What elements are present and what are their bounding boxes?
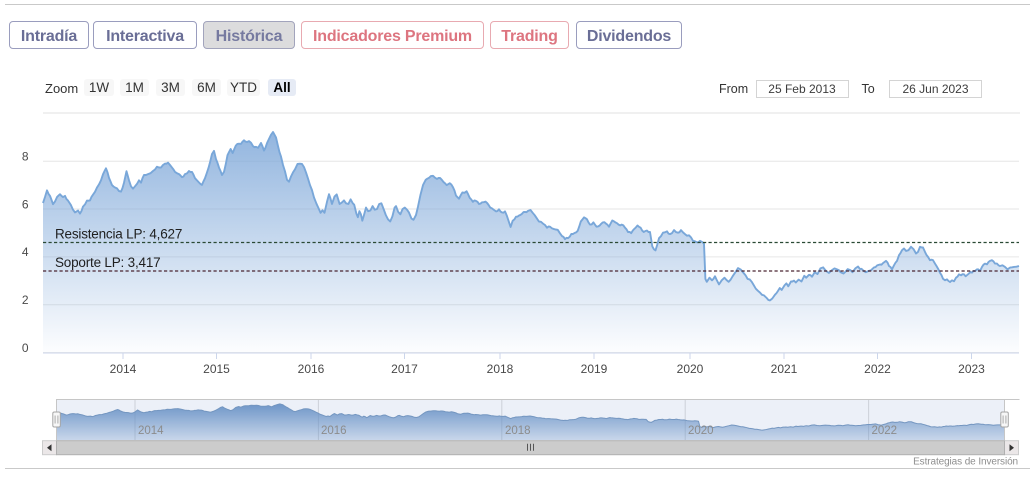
svg-text:Soporte LP: 3,417: Soporte LP: 3,417	[55, 255, 160, 270]
svg-text:2015: 2015	[203, 362, 230, 376]
svg-text:2020: 2020	[688, 425, 714, 437]
svg-text:2020: 2020	[677, 362, 704, 376]
svg-text:2018: 2018	[487, 362, 514, 376]
svg-text:6: 6	[22, 197, 29, 211]
svg-text:2016: 2016	[321, 425, 347, 437]
svg-text:2016: 2016	[298, 362, 325, 376]
svg-text:2022: 2022	[872, 425, 898, 437]
svg-text:2023: 2023	[958, 362, 985, 376]
svg-text:2014: 2014	[110, 362, 137, 376]
svg-text:2019: 2019	[581, 362, 608, 376]
svg-text:4: 4	[22, 245, 29, 259]
svg-text:2022: 2022	[864, 362, 891, 376]
svg-text:2021: 2021	[771, 362, 798, 376]
svg-text:2017: 2017	[391, 362, 418, 376]
svg-text:Resistencia LP: 4,627: Resistencia LP: 4,627	[55, 226, 182, 241]
svg-text:0: 0	[22, 341, 29, 355]
svg-text:2: 2	[22, 293, 29, 307]
svg-text:2014: 2014	[138, 425, 164, 437]
svg-text:8: 8	[22, 150, 29, 164]
svg-text:2018: 2018	[505, 425, 531, 437]
svg-text:Estrategias de Inversión: Estrategias de Inversión	[913, 457, 1018, 468]
